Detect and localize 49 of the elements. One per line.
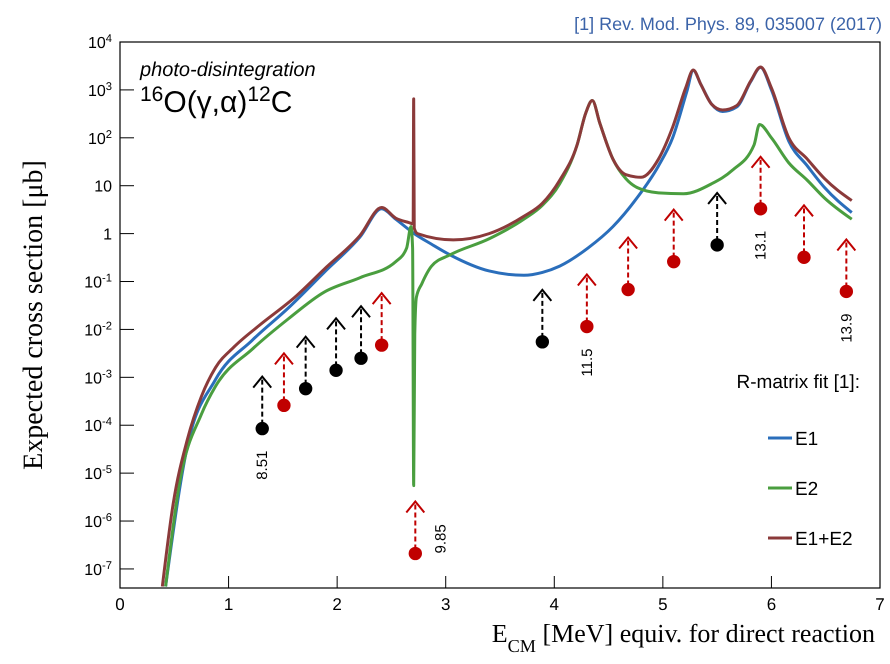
y-tick-label: 10$^{2}$ [88,128,112,148]
legend-label: E1+E2 [795,529,853,550]
y-tick-label: 10$^{3}$ [88,80,112,100]
legend-title: R-matrix fit [1]: [736,372,860,393]
y-tick-label: 10$^{-4}$ [84,416,112,436]
annotation: 11.5 [578,348,596,377]
y-tick-label: 10$^{-3}$ [84,368,112,388]
point [329,364,343,377]
point [621,282,635,296]
x-tick-label: 6 [766,595,776,614]
annotation: 8.51 [254,450,272,480]
point [408,546,422,560]
annotation: 13.9 [838,313,856,343]
annotation: $^{16}$O(γ,α)$^{12}$C [140,82,292,119]
annotation: 9.85 [432,524,450,554]
y-tick-label: 1 [103,226,112,244]
x-tick-label: 2 [332,595,342,614]
y-tick-label: 10$^{4}$ [88,33,112,52]
point [536,335,550,349]
x-tick-label: 4 [550,595,560,614]
point [580,320,594,334]
legend-label: E1 [795,429,818,450]
legend-label: E2 [795,479,818,500]
point [840,284,854,298]
point [797,250,811,264]
point [754,202,768,216]
y-tick-label: 10$^{-7}$ [84,560,112,579]
x-tick-label: 1 [224,595,234,614]
x-tick-label: 3 [440,595,450,614]
x-axis-title: E$_{CM}$ [MeV] equiv. for direct reaction [492,619,875,656]
x-tick-label: 5 [658,595,668,614]
point [667,254,680,268]
point [298,382,312,396]
x-tick-label: 0 [115,595,125,614]
point [710,238,724,252]
y-axis-title: Expected cross section [μb] [18,160,49,470]
y-tick-label: 10$^{-1}$ [84,272,112,292]
y-tick-label: 10$^{-2}$ [84,320,112,340]
x-tick-label: 7 [875,595,885,614]
y-tick-label: 10$^{-5}$ [84,464,112,484]
annotation: 13.1 [752,230,770,260]
point [256,422,269,436]
point [374,338,388,352]
point [277,398,291,412]
y-tick-label: 10 [94,178,112,196]
point [354,352,368,365]
annotation: photo-disintegration [139,59,316,81]
text: [1] Rev. Mod. Phys. 89, 035007 (2017) [574,14,882,34]
y-tick-label: 10$^{-6}$ [84,512,112,532]
